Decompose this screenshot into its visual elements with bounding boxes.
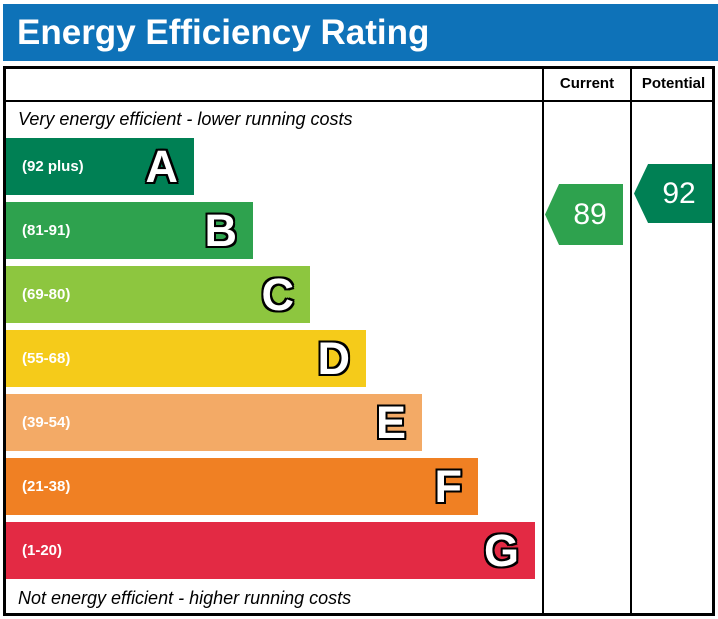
current-column-header: Current <box>559 74 615 92</box>
bottom-note: Not energy efficient - higher running co… <box>18 588 352 608</box>
current-rating-arrow: 89 <box>545 184 623 245</box>
page-title: Energy Efficiency Rating <box>17 12 430 52</box>
band-c: (69-80) C <box>6 266 310 323</box>
potential-column-divider <box>630 66 632 616</box>
band-letter: D <box>317 333 351 384</box>
band-letter: G <box>483 525 519 576</box>
band-range-label: (21-38) <box>22 478 71 495</box>
current-rating-value: 89 <box>573 197 607 231</box>
band-letter: E <box>375 397 406 448</box>
top-note: Very energy efficient - lower running co… <box>18 109 353 129</box>
header-divider-line <box>3 100 715 102</box>
band-e: (39-54) E <box>6 394 422 451</box>
title-bar: Energy Efficiency Rating <box>3 4 718 61</box>
band-range-label: (55-68) <box>22 350 71 367</box>
band-b: (81-91) B <box>6 202 253 259</box>
band-d: (55-68) D <box>6 330 366 387</box>
band-range-label: (81-91) <box>22 222 71 239</box>
band-letter: A <box>145 141 179 192</box>
band-letter: C <box>261 269 295 320</box>
band-letter: F <box>434 461 463 512</box>
band-range-label: (69-80) <box>22 286 71 303</box>
current-column-divider <box>542 66 544 616</box>
band-letter: B <box>204 205 238 256</box>
band-range-label: (39-54) <box>22 414 71 431</box>
band-f: (21-38) F <box>6 458 478 515</box>
band-g: (1-20) G <box>6 522 535 579</box>
potential-rating-arrow: 92 <box>634 164 712 223</box>
potential-rating-value: 92 <box>662 176 696 210</box>
potential-column-header: Potential <box>641 74 706 92</box>
band-a: (92 plus) A <box>6 138 194 195</box>
band-range-label: (1-20) <box>22 542 63 559</box>
band-range-label: (92 plus) <box>22 158 84 175</box>
